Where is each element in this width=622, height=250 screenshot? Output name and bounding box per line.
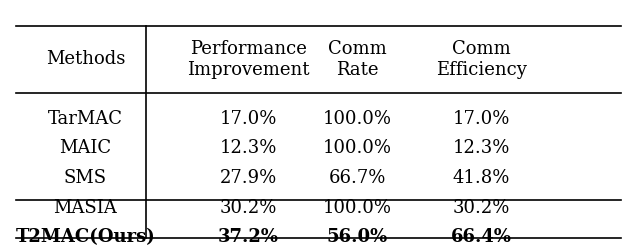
Text: MASIA: MASIA [53, 198, 118, 216]
Text: T2MAC(Ours): T2MAC(Ours) [16, 228, 156, 246]
Text: 17.0%: 17.0% [453, 110, 510, 128]
Text: 41.8%: 41.8% [453, 169, 510, 187]
Text: 100.0%: 100.0% [323, 139, 392, 157]
Text: 30.2%: 30.2% [220, 198, 277, 216]
Text: 12.3%: 12.3% [453, 139, 510, 157]
Text: 37.2%: 37.2% [218, 228, 279, 246]
Text: Comm
Rate: Comm Rate [328, 40, 387, 79]
Text: 17.0%: 17.0% [220, 110, 277, 128]
Text: 27.9%: 27.9% [220, 169, 277, 187]
Text: TarMAC: TarMAC [48, 110, 123, 128]
Text: SMS: SMS [64, 169, 107, 187]
Text: Performance
Improvement: Performance Improvement [187, 40, 310, 79]
Text: 30.2%: 30.2% [453, 198, 510, 216]
Text: 56.0%: 56.0% [327, 228, 388, 246]
Text: 66.4%: 66.4% [451, 228, 512, 246]
Text: 12.3%: 12.3% [220, 139, 277, 157]
Text: 66.7%: 66.7% [329, 169, 386, 187]
Text: Comm
Efficiency: Comm Efficiency [436, 40, 527, 79]
Text: 100.0%: 100.0% [323, 198, 392, 216]
Text: 100.0%: 100.0% [323, 110, 392, 128]
Text: MAIC: MAIC [59, 139, 111, 157]
Text: Methods: Methods [45, 50, 125, 68]
